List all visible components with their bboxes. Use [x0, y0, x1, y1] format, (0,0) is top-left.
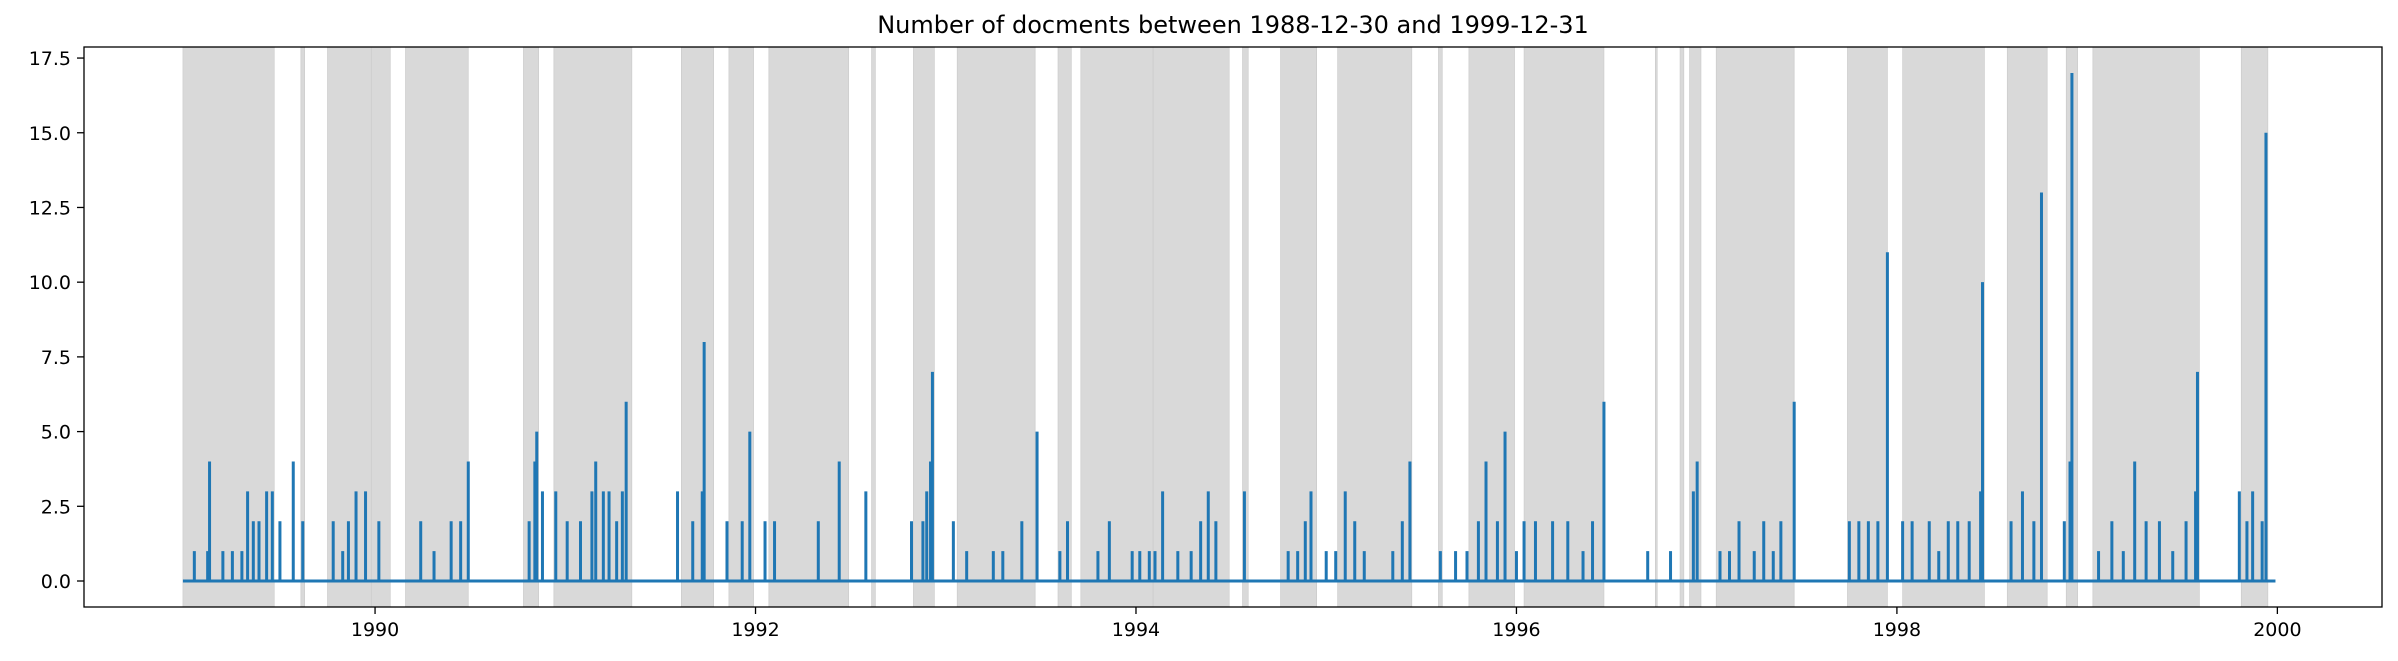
shaded-period — [956, 46, 1036, 608]
chart-title: Number of docments between 1988-12-30 an… — [877, 11, 1589, 39]
shaded-period — [182, 46, 275, 608]
y-tick-label: 5.0 — [41, 422, 71, 444]
x-tick-label: 1998 — [1873, 619, 1921, 641]
x-tick-label: 1996 — [1492, 619, 1540, 641]
y-tick-label: 7.5 — [41, 347, 71, 369]
shaded-period — [1655, 46, 1658, 608]
y-tick-label: 2.5 — [41, 496, 71, 518]
shaded-period — [1523, 46, 1605, 608]
shaded-period — [1337, 46, 1413, 608]
axes — [83, 46, 2383, 608]
shaded-period — [1847, 46, 1888, 608]
x-tick-label: 2000 — [2253, 619, 2301, 641]
shaded-period — [2092, 46, 2200, 608]
shaded-period — [1152, 46, 1230, 608]
shaded-period — [370, 46, 391, 608]
shaded-period — [405, 46, 469, 608]
y-tick-label: 12.5 — [29, 197, 71, 219]
shaded-period — [1715, 46, 1795, 608]
shaded-period — [768, 46, 850, 608]
shaded-period — [1679, 46, 1685, 608]
shaded-period — [1057, 46, 1072, 608]
plot-frame — [83, 46, 2383, 608]
shaded-periods — [182, 46, 2269, 608]
y-tick-label: 10.0 — [29, 272, 71, 294]
shaded-period — [871, 46, 876, 608]
tick-marks: 1990 1992 1994 1996 1998 2000 0.0 2.5 5.0 7.5 10.0… — [29, 48, 2302, 641]
shaded-period — [681, 46, 714, 608]
y-tick-label: 0.0 — [41, 571, 71, 593]
series-line — [182, 72, 2276, 583]
shaded-period — [1468, 46, 1515, 608]
y-tick-label: 15.0 — [29, 123, 71, 145]
shaded-period — [1438, 46, 1443, 608]
y-tick-label: 17.5 — [29, 48, 71, 70]
x-tick-label: 1994 — [1112, 619, 1160, 641]
x-tick-label: 1990 — [351, 619, 399, 641]
shaded-period — [1080, 46, 1154, 608]
shaded-period — [1902, 46, 1985, 608]
shaded-period — [2240, 46, 2269, 608]
x-tick-label: 1992 — [731, 619, 779, 641]
shaded-period — [1689, 46, 1702, 608]
